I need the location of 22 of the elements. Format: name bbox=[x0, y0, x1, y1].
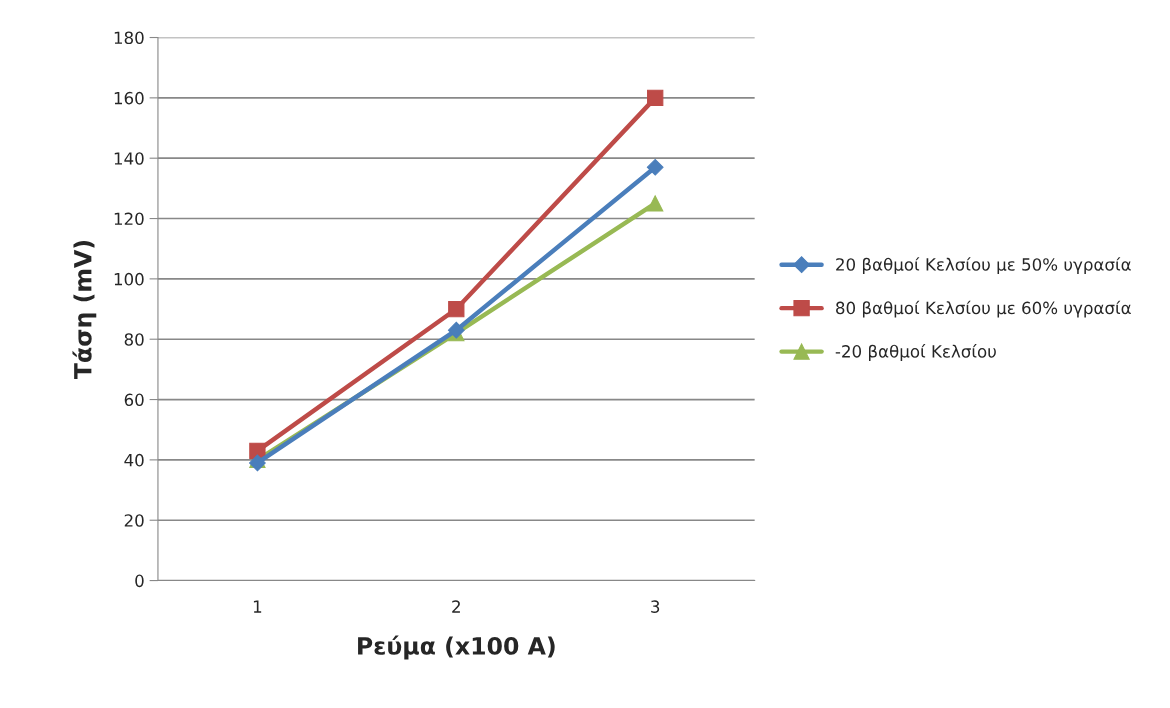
x-tick-label: 3 bbox=[651, 600, 660, 613]
y-tick-label: 20 bbox=[124, 514, 144, 527]
y-tick-label: 180 bbox=[114, 31, 144, 45]
y-tick-label: 120 bbox=[114, 212, 144, 226]
legend-label: 80 βαθμοί Κελσίου με 60% υγρασία bbox=[836, 300, 1131, 318]
x-tick-label: 2 bbox=[452, 600, 460, 613]
y-tick-label: 80 bbox=[124, 333, 144, 346]
point bbox=[647, 89, 664, 107]
y-tick-label: 40 bbox=[124, 453, 144, 467]
y-tick-label: 100 bbox=[114, 272, 144, 286]
legend-label: 20 βαθμοί Κελσίου με 50% υγρασία bbox=[836, 257, 1131, 274]
y-axis-title: Τάση (mV) bbox=[72, 240, 97, 380]
point bbox=[647, 195, 664, 212]
y-tick-label: 0 bbox=[135, 574, 144, 588]
y-tick-label: 60 bbox=[124, 393, 144, 407]
y-tick-label: 160 bbox=[114, 91, 144, 105]
legend-label: -20 βαθμοί Κελσίου bbox=[835, 344, 996, 361]
y-tick-label: 140 bbox=[114, 152, 144, 165]
x-tick-label: 1 bbox=[253, 600, 262, 613]
point bbox=[646, 158, 664, 176]
x-axis-title: Ρεύμα (x100 A) bbox=[358, 635, 555, 660]
point bbox=[448, 300, 465, 318]
